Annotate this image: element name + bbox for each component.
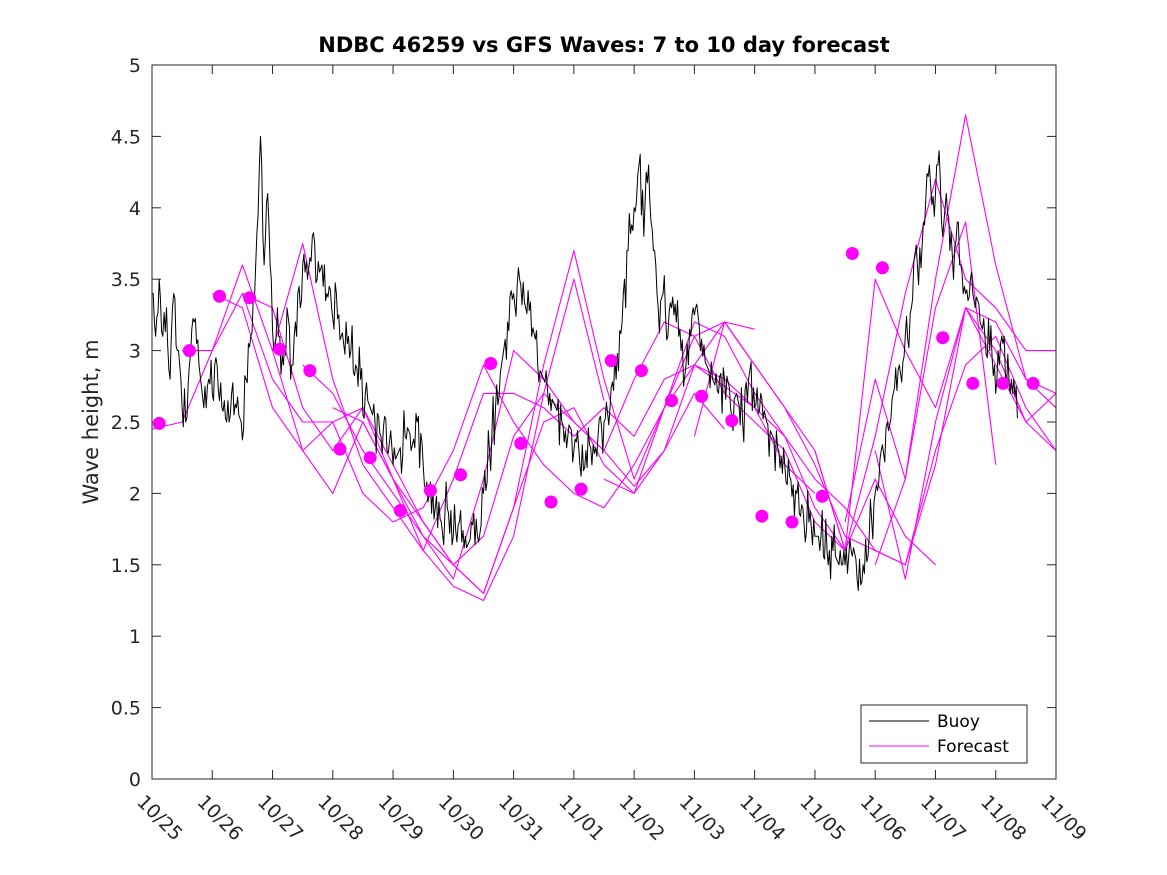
y-tick-label: 2 <box>129 483 141 505</box>
forecast-marker <box>454 468 468 482</box>
buoy-series-line <box>152 135 1018 591</box>
forecast-marker <box>966 376 980 390</box>
y-axis-ticks: 0 0.5 1 1.5 2 2.5 3 3.5 4 4.5 5 <box>111 55 1056 791</box>
forecast-marker <box>1026 376 1040 390</box>
y-tick-label: 2.5 <box>111 412 141 434</box>
y-tick-label: 0.5 <box>111 698 141 720</box>
buoy-line-group <box>152 135 1018 591</box>
forecast-lines <box>151 114 1057 602</box>
forecast-marker <box>484 357 498 370</box>
y-axis-label: Wave height, m <box>79 339 103 504</box>
forecast-marker <box>243 291 257 305</box>
forecast-marker <box>695 389 709 403</box>
y-tick-label: 4.5 <box>111 126 141 148</box>
forecast-series-line <box>874 307 1057 580</box>
forecast-marker <box>333 442 347 456</box>
forecast-marker <box>574 482 588 496</box>
forecast-marker <box>303 364 317 378</box>
legend: Buoy Forecast <box>860 704 1028 764</box>
forecast-marker <box>996 376 1010 390</box>
plot-frame <box>151 64 1057 780</box>
forecast-marker <box>875 261 889 275</box>
forecast-marker <box>363 451 377 465</box>
forecast-marker <box>544 495 558 509</box>
chart-title: NDBC 46259 vs GFS Waves: 7 to 10 day for… <box>318 33 889 57</box>
y-tick-label: 0 <box>129 769 141 791</box>
forecast-marker <box>634 364 648 378</box>
legend-buoy-label: Buoy <box>937 712 980 732</box>
forecast-marker <box>273 342 287 356</box>
forecast-markers <box>152 247 1040 529</box>
forecast-marker <box>785 515 799 529</box>
forecast-series-line <box>814 278 1057 552</box>
forecast-marker <box>604 354 618 368</box>
y-tick-label: 1.5 <box>111 555 141 577</box>
forecast-marker <box>665 394 678 408</box>
forecast-series-line <box>693 307 1057 566</box>
y-tick-label: 3 <box>129 341 141 363</box>
forecast-marker <box>815 489 829 503</box>
forecast-series-line <box>663 335 1057 566</box>
forecast-marker <box>755 509 769 523</box>
forecast-series-line <box>844 114 1057 523</box>
forecast-marker <box>514 436 528 450</box>
forecast-marker <box>152 416 166 430</box>
forecast-marker <box>845 247 859 260</box>
y-tick-label: 1 <box>129 626 141 648</box>
y-tick-label: 4 <box>129 198 141 220</box>
forecast-series-line <box>302 321 846 566</box>
y-tick-label: 3.5 <box>111 269 141 291</box>
legend-forecast-label: Forecast <box>937 737 1009 757</box>
forecast-marker <box>936 331 950 345</box>
legend-box <box>860 704 1028 764</box>
forecast-marker <box>423 484 437 497</box>
forecast-marker <box>725 414 739 428</box>
y-tick-label: 5 <box>129 55 141 77</box>
forecast-marker <box>393 504 407 517</box>
forecast-marker <box>182 344 196 358</box>
forecast-marker <box>213 289 226 303</box>
